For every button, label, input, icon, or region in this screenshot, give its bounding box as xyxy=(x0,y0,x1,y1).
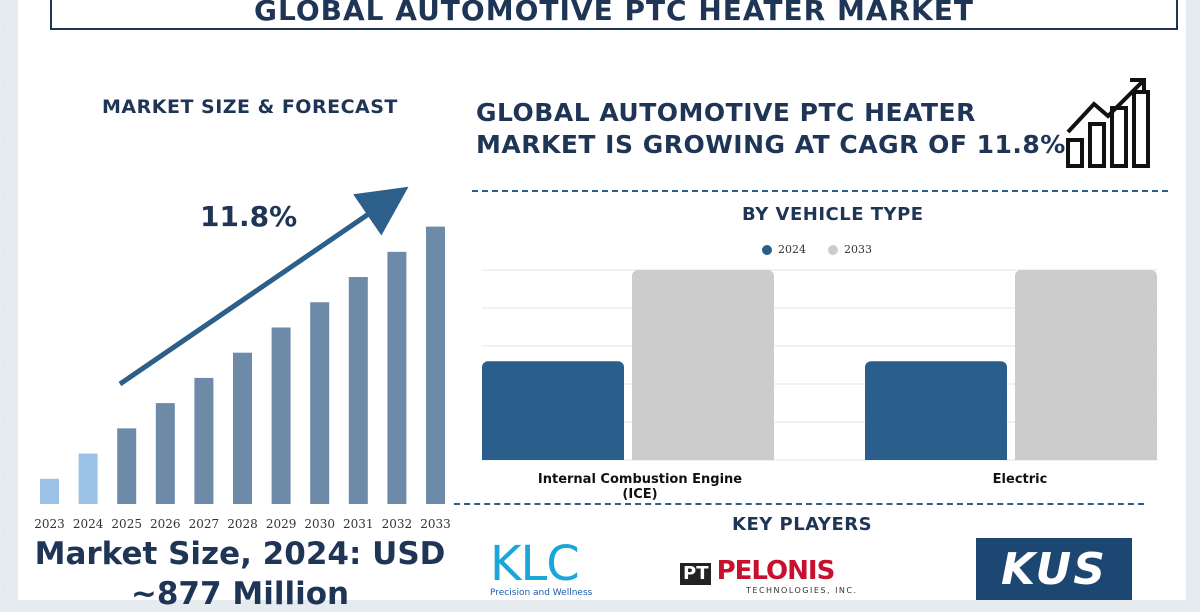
forecast-bar-2033 xyxy=(426,226,445,504)
market-size-line-1: Market Size, 2024: USD xyxy=(34,536,446,572)
pelonis-logo-wordmark: PELONIS xyxy=(716,556,836,586)
forecast-bar-2026 xyxy=(155,403,175,504)
forecast-bar-2032 xyxy=(387,251,407,504)
legend-label-2024: 2024 xyxy=(778,243,806,256)
forecast-bar-2024 xyxy=(78,453,98,504)
forecast-tick-2029: 2029 xyxy=(266,517,297,531)
forecast-bar-2023 xyxy=(40,478,59,504)
market-size-line-2: ~877 Million xyxy=(130,576,350,612)
vehicle-bar-ice-2033 xyxy=(632,270,774,460)
vehicle-legend: 2024 2033 xyxy=(762,243,894,256)
klc-logo-tagline: Precision and Wellness xyxy=(490,588,593,598)
vehicle-bar-base-electric-2033 xyxy=(1015,454,1157,460)
legend-swatch-2024 xyxy=(762,244,772,255)
key-players-heading: KEY PLAYERS xyxy=(732,514,873,535)
forecast-bar-2027 xyxy=(194,377,214,504)
forecast-tick-2028: 2028 xyxy=(227,517,258,531)
headline-line-2: MARKET IS GROWING AT CAGR OF 11.8% xyxy=(476,130,1066,159)
vehicle-bar-base-electric-2024 xyxy=(865,454,1007,460)
forecast-bar-2031 xyxy=(348,277,368,504)
pelonis-logo: PT PELONIS TECHNOLOGIES, INC. xyxy=(680,556,880,596)
vehicle-bar-base-ice-2024 xyxy=(482,454,624,460)
forecast-tick-2032: 2032 xyxy=(382,517,413,531)
legend-item-2033: 2033 xyxy=(828,243,872,256)
forecast-tick-2033: 2033 xyxy=(420,517,451,531)
growth-arrow xyxy=(118,186,409,387)
forecast-bar-2025 xyxy=(117,428,137,504)
forecast-tick-2024: 2024 xyxy=(73,517,104,531)
divider-bottom xyxy=(454,503,1144,505)
forecast-bar-2029 xyxy=(271,327,291,504)
klc-logo: KLC Precision and Wellness xyxy=(490,538,620,600)
forecast-tick-2023: 2023 xyxy=(34,517,65,531)
pelonis-logo-mark: PT xyxy=(680,563,712,585)
forecast-chart: 2023 2024 2025 2026 2027 2028 2029 2030 2031 2032… xyxy=(34,186,451,531)
forecast-tick-2027: 2027 xyxy=(189,517,220,531)
cagr-annotation: 11.8% xyxy=(200,200,298,233)
forecast-tick-2026: 2026 xyxy=(150,517,181,531)
forecast-bar-2030 xyxy=(310,302,330,504)
forecast-tick-2025: 2025 xyxy=(111,517,142,531)
forecast-tick-2031: 2031 xyxy=(343,517,374,531)
kus-logo: KUS xyxy=(976,538,1132,600)
divider-top xyxy=(472,190,1168,192)
forecast-heading: MARKET SIZE & FORECAST xyxy=(102,96,398,118)
headline-line-1: GLOBAL AUTOMOTIVE PTC HEATER xyxy=(476,98,976,127)
vehicle-bar-electric-2024 xyxy=(865,361,1007,460)
title-banner: GLOBAL AUTOMOTIVE PTC HEATER MARKET xyxy=(50,0,1178,30)
kus-logo-wordmark: KUS xyxy=(1001,543,1107,595)
forecast-tick-2030: 2030 xyxy=(304,517,335,531)
page-title: GLOBAL AUTOMOTIVE PTC HEATER MARKET xyxy=(254,0,974,27)
vehicle-category-label-electric: Electric xyxy=(992,472,1048,487)
vehicle-bar-base-ice-2033 xyxy=(632,454,774,460)
vehicle-bar-electric-2033 xyxy=(1015,270,1157,460)
vehicle-chart xyxy=(482,269,1158,461)
vehicle-bar-ice-2024 xyxy=(482,361,624,460)
legend-label-2033: 2033 xyxy=(844,243,872,256)
klc-logo-wordmark: KLC xyxy=(490,536,580,592)
forecast-bar-2028 xyxy=(233,352,252,504)
growth-chart-icon xyxy=(1066,78,1150,168)
legend-item-2024: 2024 xyxy=(762,243,806,256)
pelonis-logo-tagline: TECHNOLOGIES, INC. xyxy=(746,586,858,595)
legend-swatch-2033 xyxy=(828,244,838,255)
vehicle-type-heading: BY VEHICLE TYPE xyxy=(742,204,924,225)
vehicle-category-label-ice: Internal Combustion Engine (ICE) xyxy=(537,472,743,502)
